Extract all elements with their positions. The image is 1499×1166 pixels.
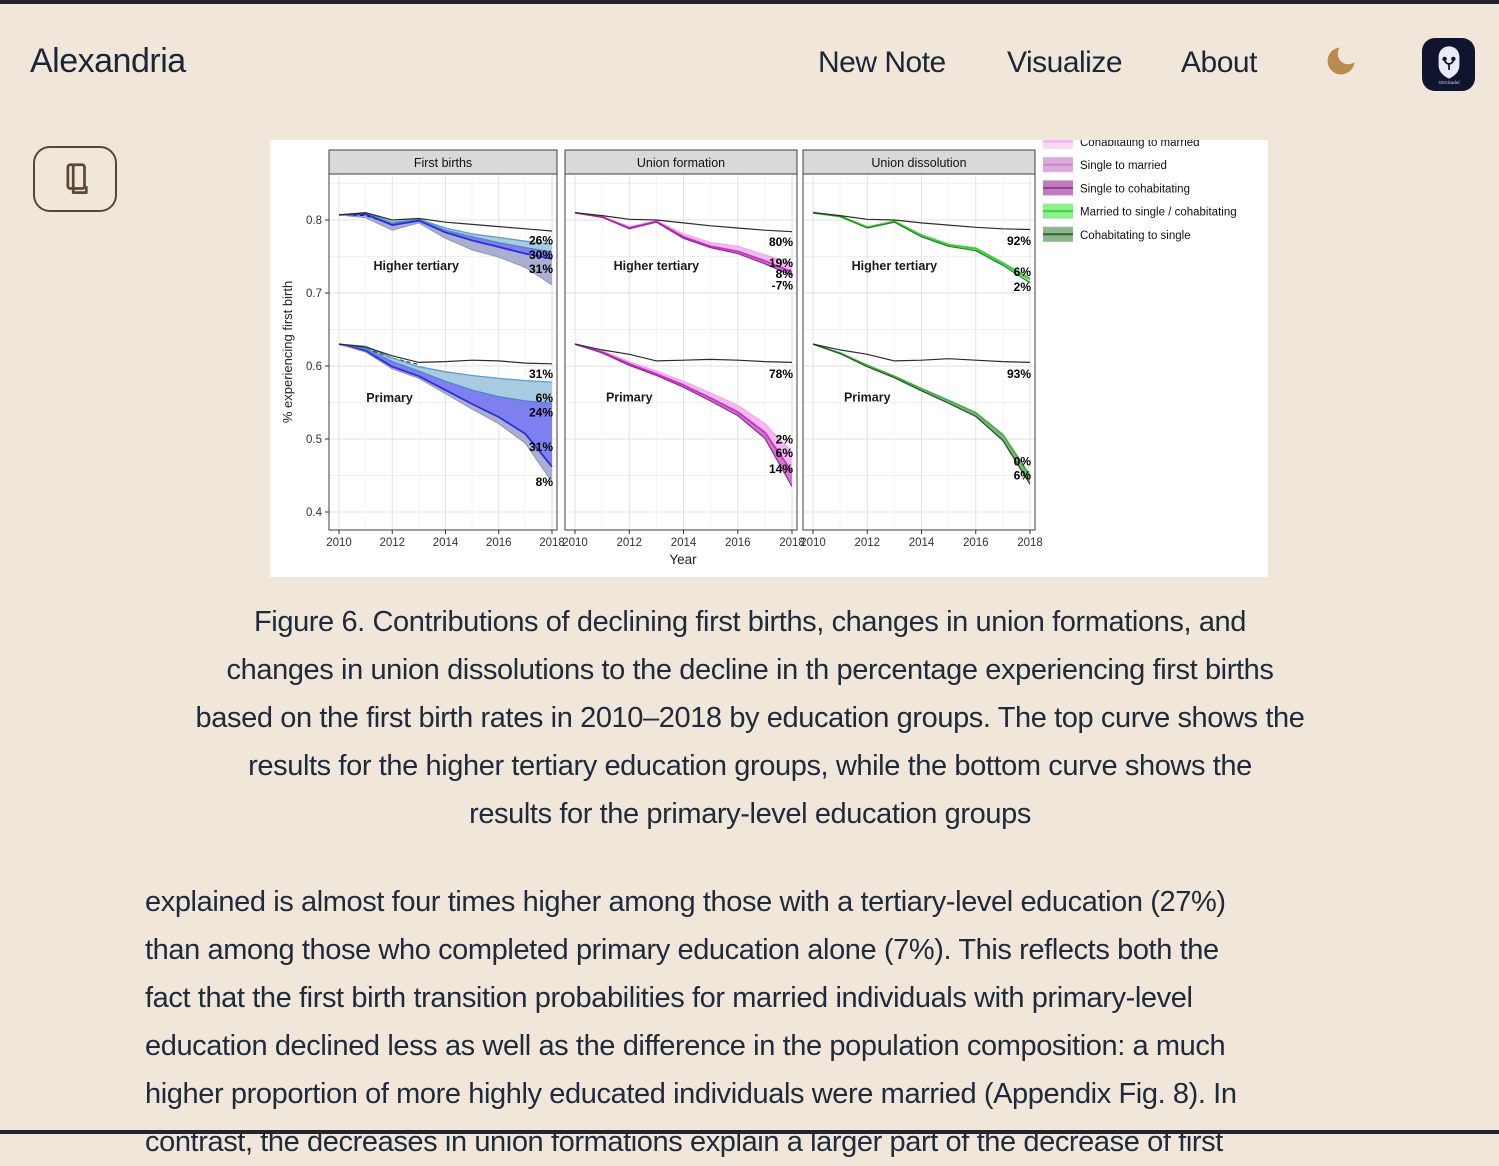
book-icon: [66, 163, 88, 195]
svg-text:2016: 2016: [725, 537, 751, 549]
svg-text:2010: 2010: [562, 537, 588, 549]
nav-item-visualize[interactable]: Visualize: [1007, 46, 1123, 79]
svg-text:26%: 26%: [529, 233, 553, 247]
article-paragraph: explained is almost four times higher am…: [145, 878, 1395, 1166]
svg-text:0.4: 0.4: [306, 507, 323, 519]
figure-image: 26% 30% 31% Higher tertiary 31% 6% 24% 31% 8% Pri…: [270, 140, 1268, 577]
figure-caption-line: results for the higher tertiary educatio…: [248, 750, 1252, 782]
article-paragraph-line: explained is almost four times higher am…: [145, 886, 1226, 918]
svg-text:2018: 2018: [539, 537, 565, 549]
svg-text:-7%: -7%: [772, 279, 794, 293]
svg-text:Union formation: Union formation: [637, 156, 725, 170]
article-paragraph-line: higher proportion of more highly educate…: [145, 1078, 1237, 1110]
svg-text:31%: 31%: [529, 367, 553, 381]
figure-caption-line: results for the primary-level education …: [469, 798, 1031, 830]
svg-text:0.5: 0.5: [306, 434, 322, 446]
svg-text:14%: 14%: [769, 462, 793, 476]
svg-text:8%: 8%: [536, 475, 554, 489]
article-paragraph-line: than among those who completed primary e…: [145, 934, 1219, 966]
svg-text:2016: 2016: [486, 537, 512, 549]
svg-text:92%: 92%: [1007, 234, 1031, 248]
svg-text:Higher tertiary: Higher tertiary: [614, 259, 699, 273]
svg-text:Single to married: Single to married: [1080, 160, 1167, 172]
svg-text:Higher tertiary: Higher tertiary: [852, 259, 937, 273]
svg-text:2014: 2014: [909, 537, 935, 549]
svg-text:6%: 6%: [1014, 469, 1032, 483]
svg-text:Union dissolution: Union dissolution: [871, 156, 966, 170]
svg-text:Primary: Primary: [844, 390, 891, 404]
svg-text:6%: 6%: [536, 391, 554, 405]
svg-text:2014: 2014: [433, 537, 459, 549]
article-paragraph-line: contrast, the decreases in union formati…: [145, 1126, 1223, 1158]
bottom-edge-bar: [0, 1130, 1499, 1134]
svg-text:Primary: Primary: [366, 391, 413, 405]
nav-item-new-note[interactable]: New Note: [818, 46, 946, 79]
svg-text:30%: 30%: [529, 248, 553, 262]
svg-text:2012: 2012: [854, 537, 880, 549]
svg-text:Cohabitating to married: Cohabitating to married: [1080, 140, 1200, 149]
svg-text:2012: 2012: [616, 537, 642, 549]
svg-text:0.8: 0.8: [306, 215, 322, 227]
figure-caption: Figure 6. Contributions of declining fir…: [120, 598, 1380, 838]
svg-text:78%: 78%: [769, 367, 793, 381]
gitcitadel-logo[interactable]: GitCitadel: [1422, 38, 1475, 91]
svg-text:2014: 2014: [671, 537, 697, 549]
svg-text:0.6: 0.6: [306, 361, 322, 373]
reader-mode-button[interactable]: [33, 146, 117, 212]
svg-text:8%: 8%: [776, 267, 794, 281]
svg-text:2010: 2010: [326, 537, 352, 549]
svg-text:6%: 6%: [776, 446, 794, 460]
shield-icon: GitCitadel: [1438, 45, 1459, 86]
svg-text:2018: 2018: [779, 537, 805, 549]
svg-text:2016: 2016: [963, 537, 989, 549]
figure-caption-line: based on the first birth rates in 2010–2…: [195, 702, 1305, 734]
svg-text:0.7: 0.7: [306, 288, 322, 300]
theme-toggle-button[interactable]: [1320, 40, 1362, 84]
svg-text:Year: Year: [669, 552, 697, 567]
nav-item-about[interactable]: About: [1181, 46, 1257, 79]
article-paragraph-line: fact that the first birth transition pro…: [145, 982, 1193, 1014]
svg-text:80%: 80%: [769, 235, 793, 249]
svg-text:Higher tertiary: Higher tertiary: [373, 259, 458, 273]
svg-text:19%: 19%: [769, 256, 793, 270]
svg-text:2%: 2%: [776, 433, 794, 447]
svg-text:0%: 0%: [1014, 455, 1032, 469]
svg-text:93%: 93%: [1007, 367, 1031, 381]
figure-caption-line: changes in union dissolutions to the dec…: [226, 654, 1274, 686]
top-edge-bar: [0, 0, 1499, 4]
svg-text:Primary: Primary: [606, 390, 653, 404]
figure-caption-line: Figure 6. Contributions of declining fir…: [253, 606, 1247, 638]
svg-text:Cohabitating to single: Cohabitating to single: [1080, 230, 1191, 242]
svg-text:2%: 2%: [1014, 280, 1032, 294]
svg-text:Single to cohabitating: Single to cohabitating: [1080, 183, 1190, 195]
svg-text:6%: 6%: [1014, 265, 1032, 279]
moon-icon: [1327, 47, 1355, 74]
svg-text:% experiencing first birth: % experiencing first birth: [280, 281, 295, 423]
svg-text:Married to single / cohabitati: Married to single / cohabitating: [1080, 207, 1237, 219]
brand-title: Alexandria: [30, 42, 186, 80]
svg-text:2010: 2010: [800, 537, 826, 549]
svg-text:24%: 24%: [529, 406, 553, 420]
svg-text:GitCitadel: GitCitadel: [1438, 80, 1459, 86]
svg-text:First births: First births: [414, 156, 472, 170]
svg-text:2018: 2018: [1017, 537, 1043, 549]
svg-text:31%: 31%: [529, 440, 553, 454]
svg-text:2012: 2012: [379, 537, 405, 549]
article-paragraph-line: education declined less as well as the d…: [145, 1030, 1226, 1062]
svg-text:31%: 31%: [529, 262, 553, 276]
figure-chart-svg: 26%30%31%Higher tertiary31%6%24%31%8%Pri…: [270, 140, 1268, 577]
